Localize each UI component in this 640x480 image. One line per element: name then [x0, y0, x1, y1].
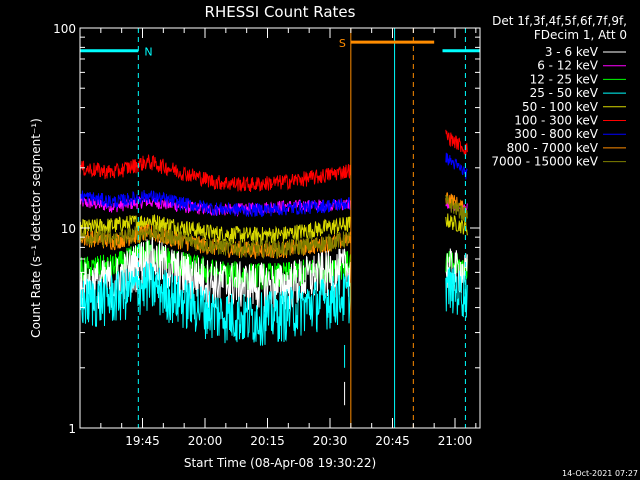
axis-layer: 1 10 100 19:45 20:00 20:15 20:30 20:45 21:00 — [53, 22, 480, 448]
series-6 — [80, 152, 468, 218]
timestamp: 14-Oct-2021 07:27 — [562, 469, 638, 478]
series-line-post — [445, 250, 468, 280]
series-line-post — [445, 195, 468, 223]
series-line-post — [445, 152, 468, 180]
series-line-pre — [80, 214, 351, 245]
x-axis-label: Start Time (08-Apr-08 19:30:22) — [184, 456, 376, 470]
series-line-post — [445, 213, 468, 236]
y-tick-label: 100 — [53, 22, 76, 36]
x-tick-label: 20:45 — [375, 434, 410, 448]
series-line-pre — [80, 224, 351, 260]
y-tick-label: 10 — [61, 222, 76, 236]
series-4 — [80, 213, 468, 245]
legend-entry-label-2: 12 - 25 keV — [530, 72, 599, 86]
legend-entry-label-8: 7000 - 15000 keV — [491, 155, 598, 169]
x-tick-label: 19:45 — [125, 434, 160, 448]
x-tick-label: 21:00 — [438, 434, 473, 448]
series-8 — [80, 195, 468, 260]
legend-entry-label-4: 50 - 100 keV — [522, 100, 599, 114]
legend-header-line-1: Det 1f,3f,4f,5f,6f,7f,9f, — [492, 14, 627, 28]
legend-entry-label-5: 100 - 300 keV — [514, 114, 598, 128]
series-line-pre — [80, 261, 351, 346]
legend-entry-label-3: 25 - 50 keV — [530, 86, 599, 100]
overlay-layer: NS — [80, 28, 480, 428]
legend: Det 1f,3f,4f,5f,6f,7f,9f, FDecim 1, Att … — [491, 14, 627, 169]
x-tick-label: 20:00 — [188, 434, 223, 448]
y-tick-label: 1 — [68, 422, 76, 436]
series-layer — [80, 129, 468, 346]
legend-entry-label-1: 6 - 12 keV — [537, 59, 599, 73]
legend-entry-label-0: 3 - 6 keV — [545, 45, 599, 59]
series-line-pre — [80, 237, 351, 313]
series-line-post — [445, 129, 468, 156]
series-line-post — [445, 267, 468, 318]
x-tick-label: 20:30 — [313, 434, 348, 448]
state-bar-label-0: N — [144, 46, 152, 59]
state-bar-label-1: S — [339, 37, 346, 50]
legend-header-line-2: FDecim 1, Att 0 — [534, 28, 627, 42]
x-tick-label: 20:15 — [250, 434, 285, 448]
y-axis-label: Count Rate (s⁻¹ detector segment⁻¹) — [29, 118, 43, 338]
series-3 — [80, 261, 468, 346]
legend-entry-label-7: 800 - 7000 keV — [507, 141, 599, 155]
series-line-pre — [80, 189, 351, 218]
legend-entry-label-6: 300 - 800 keV — [514, 127, 598, 141]
chart-title: RHESSI Count Rates — [205, 3, 356, 21]
series-line-pre — [80, 154, 351, 193]
series-5 — [80, 129, 468, 193]
